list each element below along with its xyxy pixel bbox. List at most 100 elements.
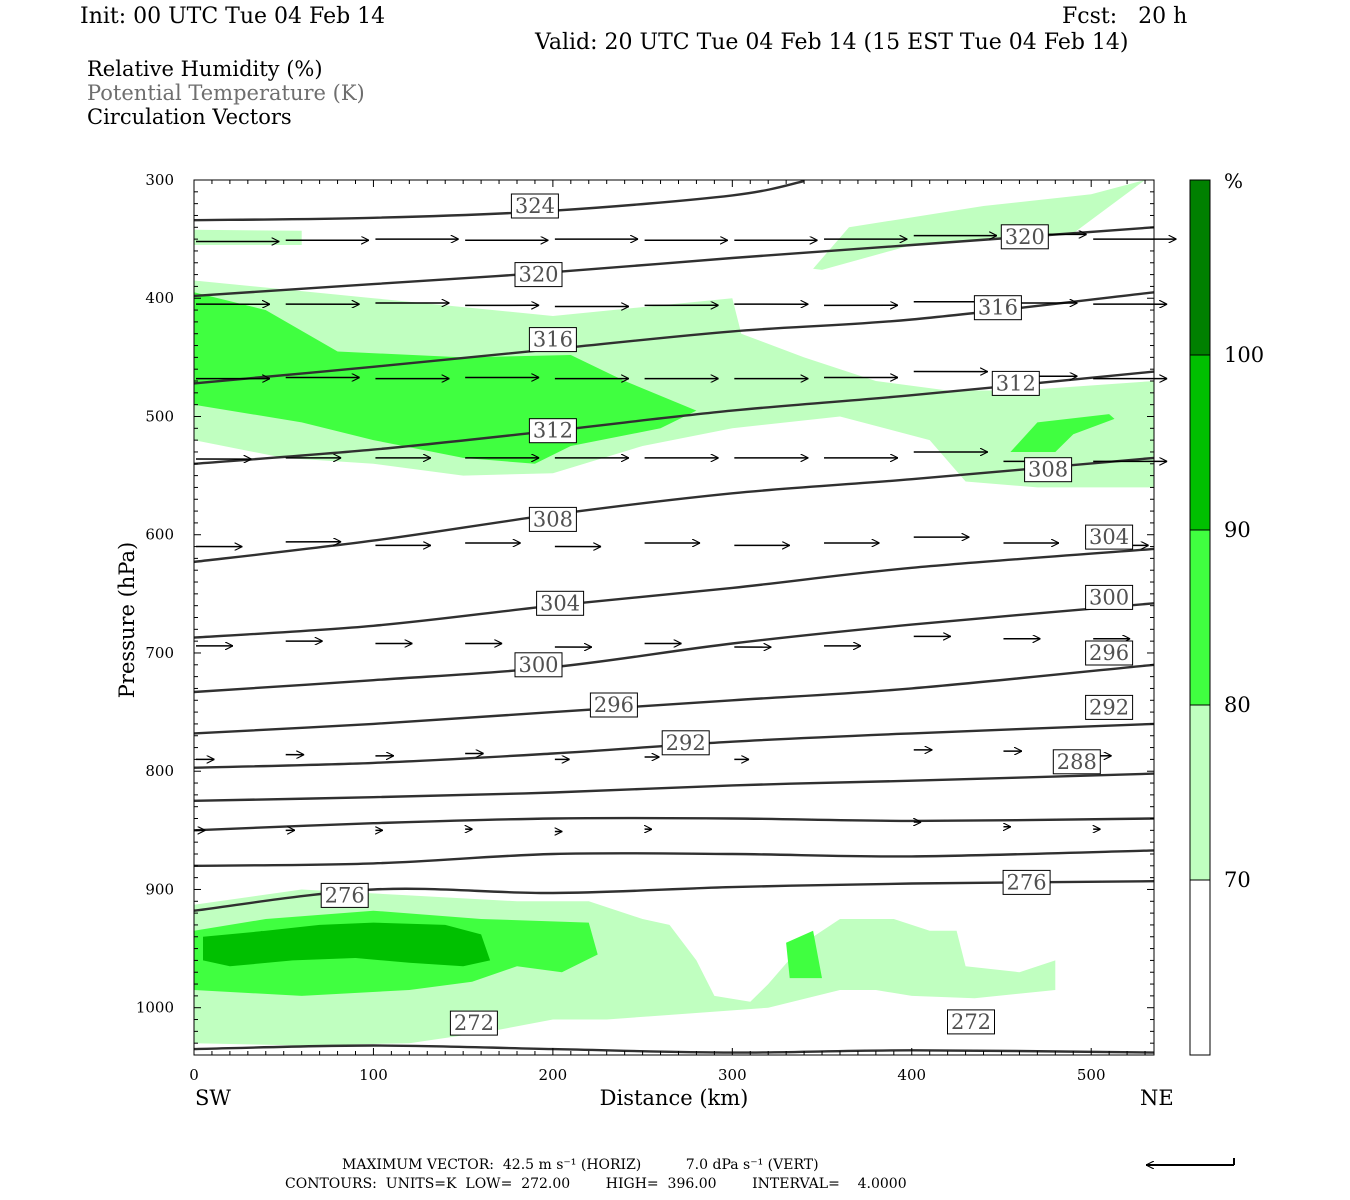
theta-label: 308 — [533, 507, 573, 531]
colorbar-label: 80 — [1224, 693, 1251, 717]
theta-label: 304 — [540, 591, 580, 615]
x-axis-label: Distance (km) — [600, 1086, 749, 1110]
rh-region-90 — [247, 930, 263, 963]
theta-label-box — [1002, 869, 1051, 895]
rh-region-70 — [194, 229, 302, 245]
theta-label-box — [1085, 524, 1134, 550]
theta-label: 292 — [666, 731, 706, 755]
theta-label: 320 — [518, 263, 558, 287]
theta-label-box — [528, 506, 577, 532]
rh-region-80 — [786, 930, 822, 979]
theta-contour-304 — [193, 547, 1155, 639]
theta-label: 296 — [594, 693, 634, 717]
y-tick-label: 900 — [145, 881, 174, 899]
theta-label-box — [991, 370, 1040, 396]
y-tick-label: 400 — [145, 289, 174, 307]
theta-contour-292 — [193, 722, 1155, 769]
y-tick-label: 1000 — [136, 999, 174, 1017]
vector-layer — [195, 234, 1176, 831]
y-tick-label: 600 — [145, 526, 174, 544]
field-theta-title: Potential Temperature (K) — [87, 81, 365, 105]
y-tick-label: 300 — [145, 171, 174, 189]
rh-region-70 — [813, 180, 1145, 270]
theta-label-box — [947, 1009, 995, 1035]
theta-contour-316 — [193, 291, 1155, 385]
theta-label-box — [1085, 694, 1134, 720]
theta-contour-280 — [193, 849, 1155, 867]
theta-label: 272 — [951, 1010, 991, 1034]
theta-label-box — [973, 295, 1022, 321]
init-time: Init: 00 UTC Tue 04 Feb 14 — [80, 4, 386, 29]
theta-label: 312 — [533, 419, 573, 443]
theta-contour-320 — [193, 226, 1155, 298]
theta-label: 320 — [1005, 225, 1045, 249]
theta-contour-308 — [193, 456, 1155, 564]
valid-time: Valid: 20 UTC Tue 04 Feb 14 (15 EST Tue … — [535, 30, 1129, 55]
theta-contour-312 — [193, 370, 1155, 465]
axes-layer: 300 400 500 600 700 800 900 1000 0 100 200 300 400 50… — [136, 171, 1154, 1084]
theta-contour-284 — [193, 816, 1155, 832]
colorbar-label: 100 — [1224, 343, 1264, 367]
contour-info-note: CONTOURS: UNITS=K LOW= 272.00 HIGH= 396.… — [285, 1176, 907, 1192]
x-tick-label: 300 — [718, 1066, 747, 1084]
colorbar-segment — [1190, 530, 1210, 705]
theta-label-box — [528, 418, 577, 444]
theta-contour-324 — [193, 180, 805, 222]
theta-label-box — [449, 1010, 498, 1036]
theta-label: 304 — [1089, 525, 1129, 549]
theta-contour-300 — [193, 602, 1155, 694]
colorbar-segment — [1190, 705, 1210, 880]
colorbar-unit: % — [1224, 169, 1243, 193]
theta-label-box — [1024, 457, 1073, 483]
theta-label-box — [514, 262, 563, 288]
theta-label-box — [1085, 640, 1134, 666]
max-vector-note: MAXIMUM VECTOR: 42.5 m s⁻¹ (HORIZ) 7.0 d… — [342, 1157, 819, 1173]
colorbar: 100 90 80 70 — [1189, 179, 1264, 1056]
rh-region-80 — [1010, 414, 1115, 452]
theta-label-box — [1052, 749, 1101, 775]
colorbar-label: 70 — [1224, 868, 1251, 892]
theta-label-box — [536, 590, 585, 616]
theta-label: 300 — [518, 653, 558, 677]
theta-label: 276 — [325, 883, 365, 907]
x-tick-label: 0 — [189, 1066, 199, 1084]
theta-label: 308 — [1028, 458, 1068, 482]
theta-label-box — [510, 193, 559, 219]
field-rh-title: Relative Humidity (%) — [87, 57, 323, 81]
theta-contour-272 — [193, 1044, 1155, 1054]
field-vectors-title: Circulation Vectors — [87, 105, 292, 129]
colorbar-label: 90 — [1224, 518, 1251, 542]
x-tick-label: 500 — [1077, 1066, 1106, 1084]
colorbar-frame — [1189, 179, 1211, 1056]
theta-label: 316 — [533, 328, 573, 352]
theta-label: 312 — [996, 371, 1036, 395]
theta-label-box — [528, 327, 577, 353]
theta-label: 324 — [515, 194, 555, 218]
theta-label-box — [320, 882, 369, 908]
theta-label-box — [589, 692, 638, 718]
y-tick-label: 500 — [145, 408, 174, 426]
colorbar-segment — [1190, 180, 1210, 355]
y-tick-label: 700 — [145, 644, 174, 662]
theta-label-layer: 324 320 316 312 308 304 300 296 292 276 272 320 316 3… — [320, 193, 1134, 1036]
y-axis-label: Pressure (hPa) — [115, 542, 139, 698]
theta-label: 292 — [1089, 695, 1129, 719]
x-end-label-sw: SW — [195, 1086, 231, 1110]
theta-contour-288 — [193, 772, 1155, 802]
rh-fill-layer — [194, 180, 1154, 1046]
theta-label: 316 — [978, 296, 1018, 320]
x-tick-label: 400 — [897, 1066, 926, 1084]
theta-label: 288 — [1057, 750, 1097, 774]
theta-label: 276 — [1007, 870, 1047, 894]
x-tick-label: 100 — [359, 1066, 388, 1084]
theta-contour-296 — [193, 663, 1155, 735]
theta-label: 300 — [1089, 585, 1129, 609]
colorbar-segment — [1190, 355, 1210, 530]
rh-region-90 — [203, 922, 491, 967]
y-tick-label: 800 — [145, 762, 174, 780]
theta-label: 272 — [454, 1011, 494, 1035]
theta-label-box — [514, 652, 563, 678]
theta-label: 296 — [1089, 641, 1129, 665]
x-tick-label: 200 — [539, 1066, 568, 1084]
